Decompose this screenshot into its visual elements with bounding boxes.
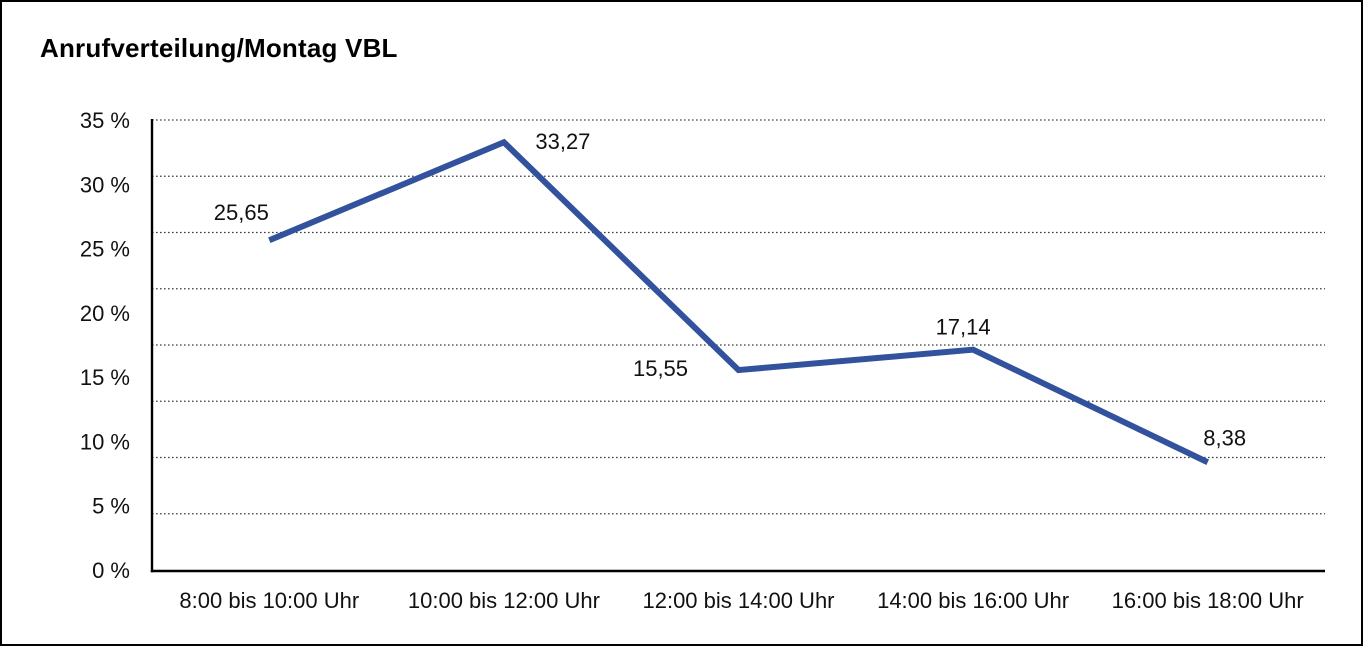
y-tick-label: 0 % [92,558,130,583]
y-tick-label: 35 % [80,108,130,133]
y-tick-label: 10 % [80,429,130,454]
y-tick-label: 5 % [92,494,130,519]
x-category-label: 10:00 bis 12:00 Uhr [408,588,600,613]
x-category-label: 12:00 bis 14:00 Uhr [642,588,834,613]
data-point-label: 17,14 [936,315,991,340]
x-category-label: 16:00 bis 18:00 Uhr [1112,588,1304,613]
chart-title: Anrufverteilung/Montag VBL [40,33,398,63]
x-category-label: 14:00 bis 16:00 Uhr [877,588,1069,613]
data-point-label: 33,27 [535,129,590,154]
y-tick-label: 20 % [80,301,130,326]
data-point-label: 25,65 [214,200,269,225]
data-point-label: 15,55 [633,356,688,381]
data-point-label: 8,38 [1203,425,1246,450]
data-series-line [268,138,1209,465]
y-tick-label: 25 % [80,237,130,262]
y-tick-label: 15 % [80,365,130,390]
y-tick-label: 30 % [80,172,130,197]
x-category-label: 8:00 bis 10:00 Uhr [179,588,359,613]
